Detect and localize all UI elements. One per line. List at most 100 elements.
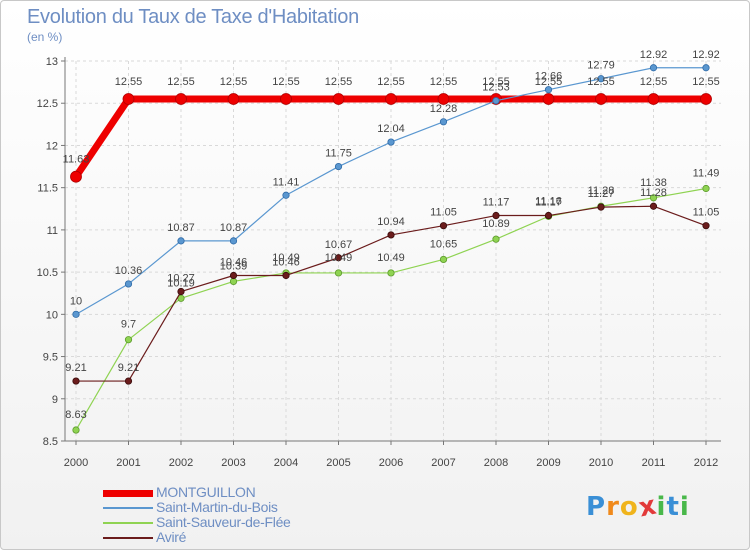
data-label: 12.04 [377,123,405,135]
data-point [492,211,500,220]
data-label: 10.94 [377,216,405,228]
data-label: 11.75 [325,148,352,160]
data-point [72,426,80,434]
data-point [332,93,345,105]
x-tick-label: 2009 [536,457,560,469]
data-labels: 11.63 12.55 12.55 12.55 12.55 12.55 12.55 12.55… [63,49,720,421]
data-label: 10.19 [167,277,195,289]
data-label: 12.55 [430,76,458,88]
legend-swatch [103,507,153,509]
x-tick-label: 2008 [484,457,508,469]
data-label: 10.67 [325,239,353,251]
data-label: 9.7 [121,319,136,331]
data-point [439,255,448,264]
x-tick-label: 2000 [64,457,88,469]
data-label: 11.17 [535,197,562,209]
data-point [595,93,607,105]
data-label: 11.28 [588,185,615,197]
data-point [72,310,80,318]
data-label: 10.89 [482,218,510,230]
data-point [70,170,82,183]
x-tick-label: 2006 [379,457,403,469]
data-point [387,231,395,239]
data-point [229,271,238,280]
series-avir- [72,202,710,385]
data-label: 12.55 [377,76,405,88]
data-point [334,162,343,171]
data-point [702,64,710,72]
logo-letter: i [679,492,690,522]
data-point [492,235,500,243]
data-point [702,222,710,230]
data-label: 10.46 [220,256,248,268]
data-label: 12.55 [587,76,615,88]
data-point [122,93,135,105]
x-tick-label: 2001 [116,457,140,469]
y-tick-label: 8.5 [43,436,58,448]
data-point [700,93,712,105]
data-label: 12.92 [692,49,720,61]
data-label: 10.49 [325,252,353,264]
data-label: 11.16 [535,195,562,207]
data-label: 11.63 [63,154,90,166]
data-label: 10.39 [220,260,248,272]
series-group [70,64,712,434]
logo-letter: r [606,492,620,522]
data-label: 11.41 [273,176,300,188]
data-label: 12.55 [272,76,300,88]
data-label: 12.66 [535,71,563,83]
y-tick-label: 11.5 [37,183,58,195]
legend-label: Saint-Sauveur-de-Flée [156,514,291,530]
data-point [544,211,553,220]
x-tick-label: 2011 [642,457,666,469]
grid [65,60,721,442]
data-label: 12.53 [482,82,510,94]
x-tick-label: 2004 [274,457,298,469]
data-label: 8.63 [65,409,86,421]
data-label: 10.65 [430,238,458,250]
legend-label: MONTGUILLON [156,484,256,500]
x-tick-label: 2003 [221,457,245,469]
y-tick-label: 10 [46,309,58,321]
data-label: 12.55 [167,76,195,88]
data-point [334,254,343,262]
data-point [597,203,605,211]
logo-letter: P [586,492,607,522]
data-label: 11.05 [430,207,457,219]
data-point [385,93,397,105]
series-saint-martin-du-bois [72,64,710,318]
data-label: 11.27 [588,188,615,200]
y-tick-label: 12.5 [37,98,58,110]
legend-label: Saint-Martin-du-Bois [156,499,278,515]
data-label: 12.55 [115,76,143,88]
data-label: 12.55 [482,76,510,88]
data-point [227,93,240,105]
logo-letter: o [619,492,639,522]
data-point [647,93,660,105]
data-label: 11.28 [640,187,667,199]
y-tick-label: 12 [46,140,58,152]
legend-label: Aviré [156,529,187,545]
data-point [387,269,395,277]
data-label: 10.49 [272,252,300,264]
data-label: 12.55 [692,76,720,88]
data-label: 9.21 [65,362,86,374]
chart-title: Evolution du Taux de Taxe d'Habitation [27,6,359,28]
series-montguillon [70,93,712,183]
data-point [177,287,185,296]
data-point [387,138,395,146]
logo-letter: i [656,492,667,522]
data-label: 12.55 [220,76,248,88]
data-point [124,336,133,344]
data-point [229,277,238,285]
data-point [282,271,290,280]
data-point [280,93,292,105]
y-tick-label: 9.5 [43,352,58,364]
legend-swatch [103,489,153,497]
data-label: 10.87 [167,222,195,234]
data-point [175,93,187,105]
data-point [177,237,185,245]
data-point [492,97,500,105]
data-point [544,86,553,94]
